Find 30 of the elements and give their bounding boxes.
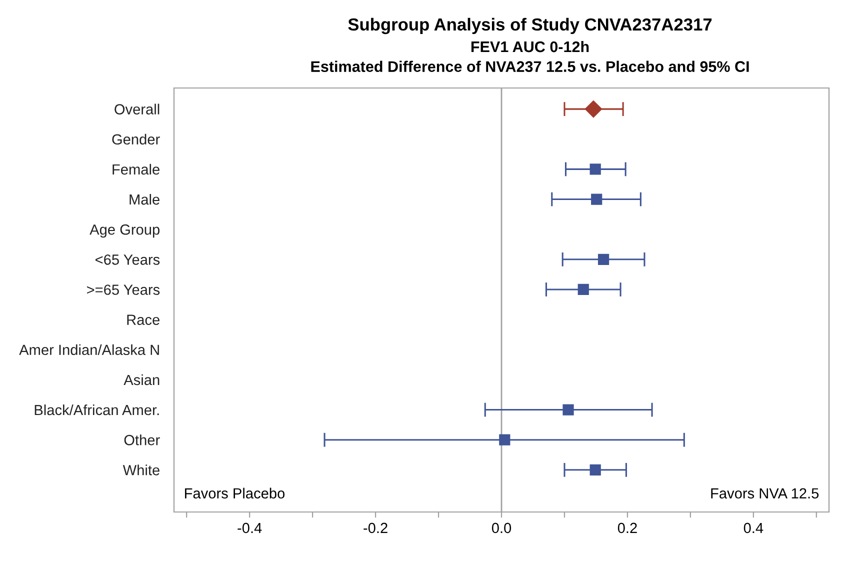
chart-subtitle: FEV1 AUC 0-12h Estimated Difference of NVA237 12.5 vs. Placebo and 95% CI	[311, 40, 749, 72]
y-tick-label: Overall	[114, 104, 160, 114]
y-tick-label: Amer Indian/Alaska N	[19, 344, 159, 356]
annotation: Favors NVA 12.5	[711, 488, 819, 499]
y-tick-label: Black/African Amer.	[34, 404, 159, 416]
point	[590, 164, 601, 175]
x-tick-label: 0.4	[744, 522, 764, 534]
x-tick-label: -0.2	[364, 522, 388, 534]
x-tick-label: -0.4	[238, 522, 262, 534]
y-tick-label: Age Group	[90, 224, 160, 238]
y-tick-label: Asian	[124, 374, 160, 386]
point	[584, 100, 602, 118]
point	[590, 464, 601, 476]
point	[591, 194, 602, 205]
point	[562, 404, 574, 416]
x-tick-label: 0.0	[492, 522, 512, 534]
y-tick-label: >=65 Years	[87, 284, 160, 295]
y-tick-label: Race	[127, 314, 160, 325]
y-tick-label: Other	[124, 434, 160, 446]
point	[499, 434, 510, 446]
y-tick-label: Female	[112, 164, 160, 175]
y-tick-label: White	[122, 464, 160, 476]
point	[598, 254, 610, 265]
y-tick-label: Male	[130, 194, 160, 205]
annotation: Favors Placebo	[185, 488, 285, 499]
y-tick-label: Gender	[112, 134, 160, 145]
y-tick-label: <65 Years	[96, 254, 160, 265]
x-tick-label: 0.2	[618, 522, 637, 534]
point	[578, 284, 589, 296]
chart-title: Subgroup Analysis of Study CNVA237A2317	[348, 18, 712, 34]
